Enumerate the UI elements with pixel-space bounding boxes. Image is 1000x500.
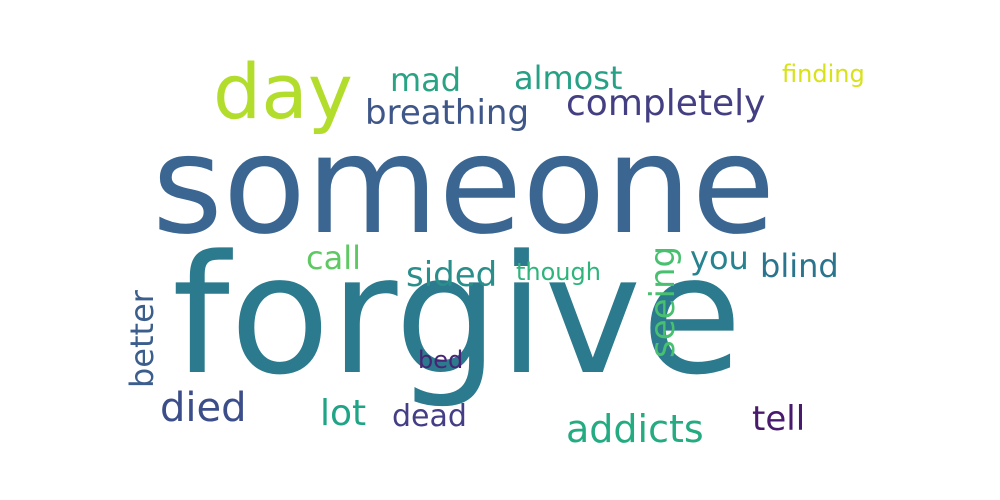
word-bed: bed (418, 346, 464, 374)
word-someone: someone (152, 107, 776, 265)
word-better: better (123, 290, 161, 388)
word-seeing: seeing (643, 245, 683, 358)
word-addicts: addicts (566, 407, 704, 451)
word-sided: sided (406, 255, 498, 295)
word-dead: dead (392, 399, 467, 434)
word-breathing: breathing (365, 93, 530, 133)
word-almost: almost (514, 59, 623, 97)
word-blind: blind (760, 247, 839, 285)
word-mad: mad (390, 61, 462, 99)
word-died: died (160, 385, 247, 431)
word-day: day (213, 47, 353, 136)
word-you: you (690, 239, 749, 277)
word-though: though (516, 258, 601, 286)
word-forgive: forgive (172, 220, 743, 411)
word-lot: lot (320, 393, 367, 434)
word-finding: finding (782, 60, 865, 88)
word-completely: completely (566, 83, 766, 124)
word-call: call (306, 239, 361, 277)
word-tell: tell (752, 399, 806, 439)
